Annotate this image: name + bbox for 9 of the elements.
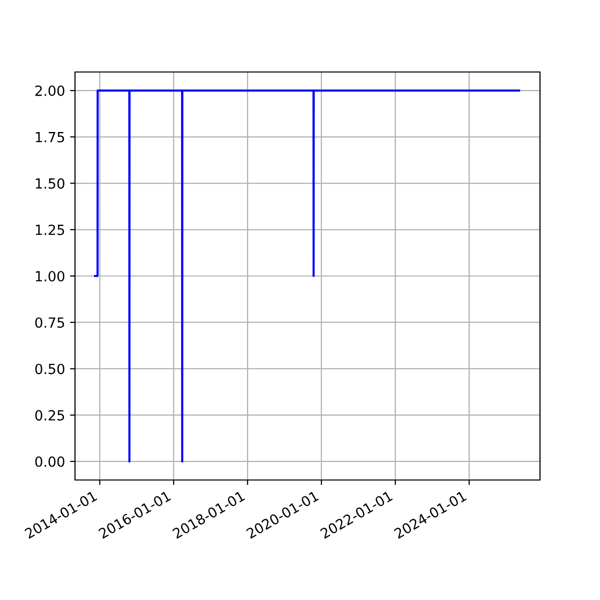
y-tick-label: 0.75 (35, 317, 64, 328)
y-tick-label: 2.00 (35, 86, 64, 96)
y-tick-label: 1.50 (36, 178, 64, 189)
y-tick-label: 0.25 (35, 410, 64, 421)
y-tick-label: 0.00 (35, 456, 64, 467)
y-tick-label: 1.25 (36, 224, 64, 236)
y-tick-label: 0.50 (35, 364, 64, 374)
y-tick-label: 1.00 (36, 270, 64, 282)
y-tick-label: 1.75 (36, 132, 64, 142)
